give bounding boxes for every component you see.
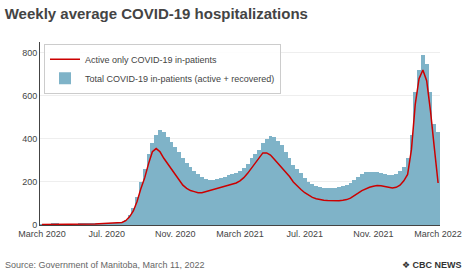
svg-text:March 2021: March 2021 — [216, 229, 264, 239]
svg-text:❖ CBC NEWS: ❖ CBC NEWS — [402, 260, 462, 270]
svg-text:600: 600 — [22, 91, 37, 101]
svg-text:Nov. 2021: Nov. 2021 — [353, 229, 393, 239]
svg-text:200: 200 — [22, 177, 37, 187]
svg-text:400: 400 — [22, 134, 37, 144]
svg-text:800: 800 — [22, 48, 37, 58]
svg-text:Weekly average COVID-19 hospit: Weekly average COVID-19 hospitalizations — [5, 5, 308, 22]
svg-text:March 2020: March 2020 — [18, 229, 66, 239]
svg-text:Total COVID-19 in-patients (ac: Total COVID-19 in-patients (active + rec… — [85, 74, 274, 84]
svg-text:Jul. 2020: Jul. 2020 — [88, 229, 125, 239]
svg-text:0: 0 — [32, 220, 37, 230]
svg-text:Jul. 2021: Jul. 2021 — [286, 229, 323, 239]
svg-text:Source: Government of Manitoba: Source: Government of Manitoba, March 11… — [5, 260, 204, 270]
svg-text:Active only COVID-19 in-patien: Active only COVID-19 in-patients — [85, 55, 217, 65]
svg-text:Nov. 2020: Nov. 2020 — [155, 229, 195, 239]
svg-text:March 2022: March 2022 — [414, 229, 462, 239]
